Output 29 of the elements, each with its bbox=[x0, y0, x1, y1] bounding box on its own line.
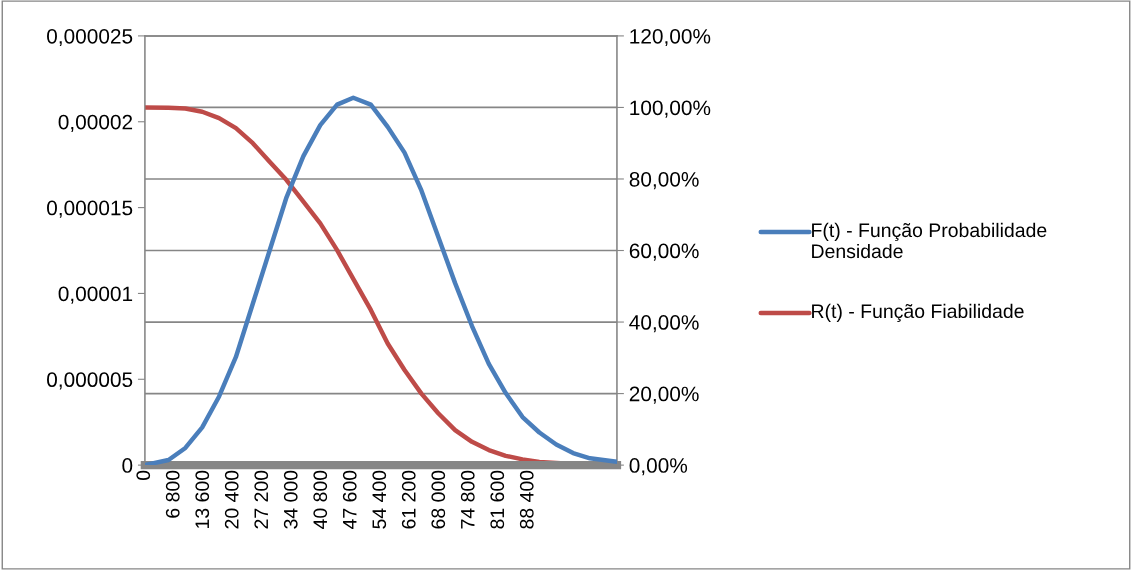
y2-tick-label: 0,00% bbox=[629, 458, 688, 476]
x-tick-label: 6 800 bbox=[165, 470, 180, 518]
y-tick-label: 0,000025 bbox=[47, 28, 133, 47]
x-tick-label: 61 200 bbox=[401, 470, 416, 529]
legend-label: F(t) - Função Probabilidade Densidade bbox=[812, 222, 1047, 259]
x-tick-label: 47 600 bbox=[342, 470, 357, 529]
x-tick-label: 20 400 bbox=[224, 470, 239, 529]
y-tick-label: 0,000005 bbox=[47, 372, 133, 390]
x-tick-label: 0 bbox=[136, 470, 151, 481]
y-tick-label: 0,00002 bbox=[58, 114, 133, 132]
x-tick-label: 13 600 bbox=[195, 470, 210, 528]
x-tick-label: 34 000 bbox=[283, 470, 298, 529]
legend-label: R(t) - Função Fiabilidade bbox=[812, 303, 1024, 323]
y2-tick-label: 60,00% bbox=[629, 243, 699, 261]
x-tick-label: 40 800 bbox=[313, 470, 328, 529]
x-tick-label: 88 400 bbox=[519, 470, 534, 529]
x-tick-label: 54 400 bbox=[372, 470, 387, 529]
y-tick-label: 0,00001 bbox=[58, 286, 133, 304]
x-tick-label: 27 200 bbox=[254, 470, 269, 529]
x-tick-label: 74 800 bbox=[460, 470, 475, 529]
x-tick-label: 81 600 bbox=[490, 470, 505, 529]
y2-tick-label: 100,00% bbox=[630, 100, 711, 118]
y2-tick-label: 80,00% bbox=[629, 171, 699, 190]
y2-tick-label: 40,00% bbox=[629, 315, 699, 333]
y-tick-label: 0 bbox=[122, 458, 133, 473]
y2-tick-label: 120,00% bbox=[630, 28, 711, 47]
x-tick-label: 68 000 bbox=[431, 470, 446, 529]
y2-tick-label: 20,00% bbox=[629, 386, 699, 404]
y-tick-label: 0,000015 bbox=[47, 200, 133, 218]
